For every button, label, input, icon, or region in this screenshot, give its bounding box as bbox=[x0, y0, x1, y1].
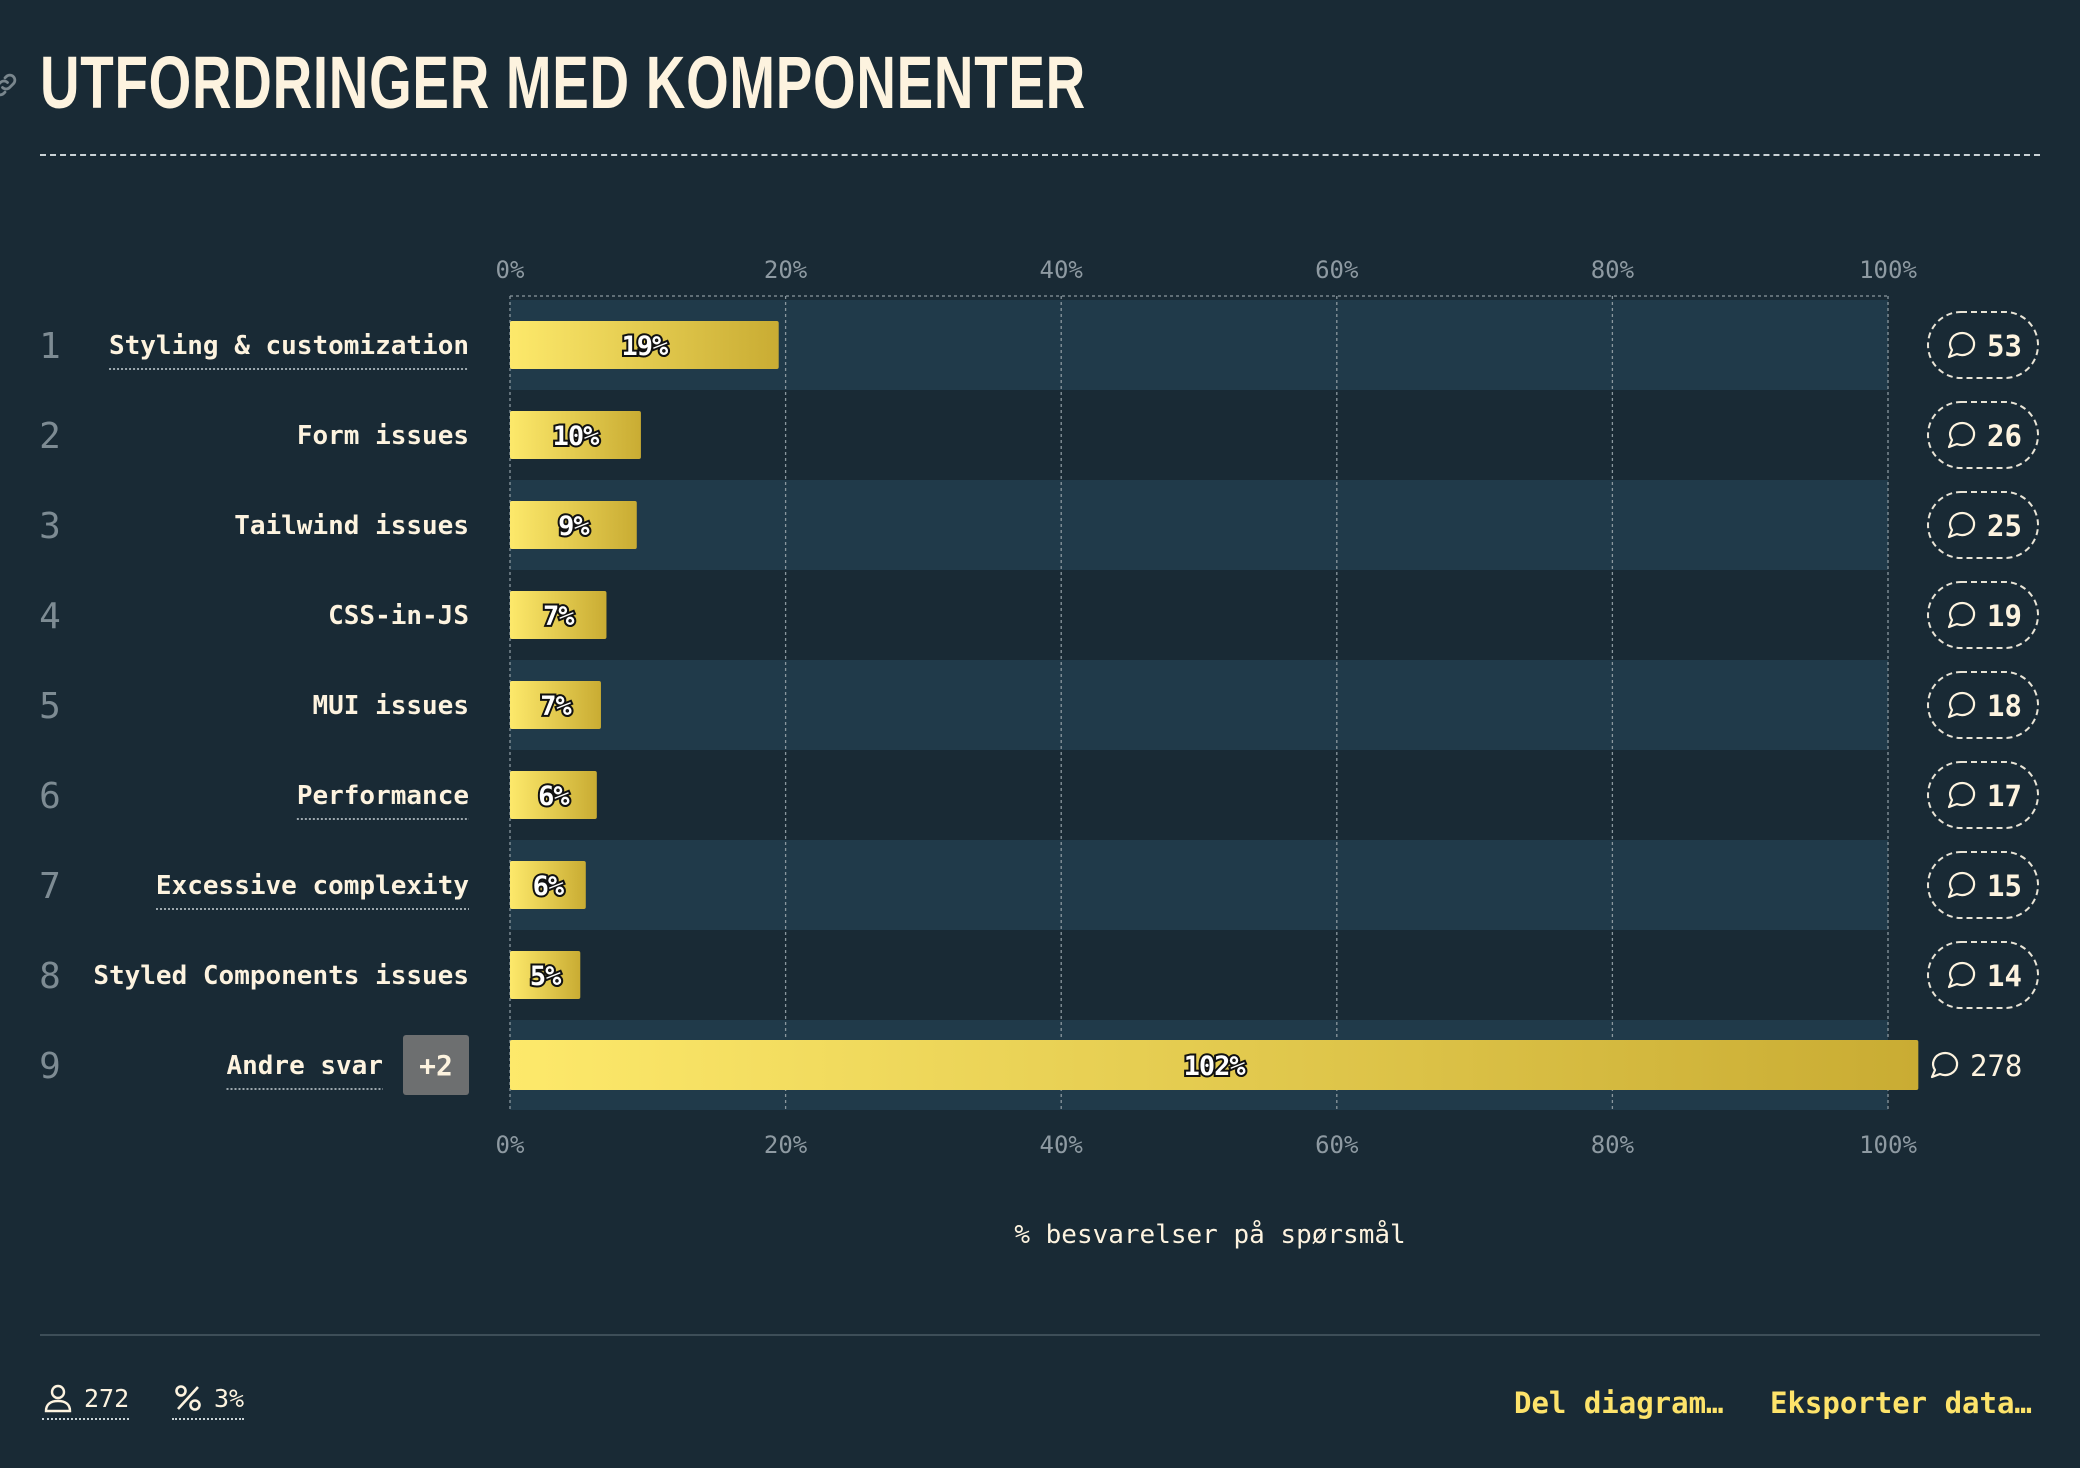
row-label: Styling & customization bbox=[109, 331, 469, 361]
row-label: MUI issues bbox=[312, 691, 469, 721]
row-label: Excessive complexity bbox=[156, 871, 469, 901]
comment-count-pill bbox=[1927, 851, 2039, 919]
comment-icon bbox=[1947, 511, 1976, 539]
respondents-stat[interactable]: 272 bbox=[42, 1382, 130, 1420]
x-tick-label-bottom: 60% bbox=[1315, 1131, 1359, 1159]
bar-value-label: 7% bbox=[543, 601, 575, 632]
row-label: CSS-in-JS bbox=[328, 601, 469, 631]
comment-count: 18 bbox=[1987, 689, 2022, 723]
x-tick-label-top: 60% bbox=[1315, 256, 1359, 284]
comment-count-pill bbox=[1927, 491, 2039, 559]
row-rank: 6 bbox=[39, 776, 61, 817]
comment-count: 15 bbox=[1987, 869, 2022, 903]
bar-value-label: 6% bbox=[538, 781, 570, 812]
row-label: Styled Components issues bbox=[93, 961, 469, 991]
bar-value-label: 10% bbox=[553, 421, 601, 452]
comment-count: 26 bbox=[1987, 419, 2022, 453]
x-tick-label-top: 40% bbox=[1040, 256, 1084, 284]
bar-value-label: 5% bbox=[530, 961, 562, 992]
x-tick-label-bottom: 20% bbox=[764, 1131, 808, 1159]
row-rank: 2 bbox=[39, 416, 61, 457]
x-tick-label-bottom: 40% bbox=[1040, 1131, 1084, 1159]
bar-value-label: 7% bbox=[540, 691, 572, 722]
more-answers-badge bbox=[403, 1035, 469, 1095]
comment-icon bbox=[1930, 1051, 1959, 1079]
row-rank: 3 bbox=[39, 506, 61, 547]
bar bbox=[510, 411, 641, 459]
row-rank: 7 bbox=[39, 866, 61, 907]
row-band bbox=[510, 480, 1888, 570]
x-tick-label-top: 100% bbox=[1859, 256, 1917, 284]
comment-count-pill bbox=[1927, 581, 2039, 649]
bar-value-label: 6% bbox=[533, 871, 565, 902]
bar bbox=[510, 771, 597, 819]
comment-count: 278 bbox=[1970, 1049, 2022, 1083]
row-rank: 8 bbox=[39, 956, 61, 997]
comment-count: 19 bbox=[1987, 599, 2022, 633]
comment-icon bbox=[1947, 961, 1976, 989]
bar-value-label: 102% bbox=[1184, 1051, 1247, 1082]
comment-count: 53 bbox=[1987, 329, 2022, 363]
more-answers-badge-label: +2 bbox=[419, 1049, 453, 1082]
row-band bbox=[510, 660, 1888, 750]
comment-icon bbox=[1947, 331, 1976, 359]
comment-icon bbox=[1947, 781, 1976, 809]
x-tick-label-top: 20% bbox=[764, 256, 808, 284]
user-icon bbox=[44, 1384, 72, 1413]
bar-value-label: 9% bbox=[558, 511, 590, 542]
page-title: UTFORDRINGER MED KOMPONENTER bbox=[40, 41, 1086, 124]
footer-divider bbox=[40, 1334, 2040, 1336]
percentage-value: 3% bbox=[214, 1383, 245, 1413]
row-label: Andre svar bbox=[226, 1051, 383, 1081]
comment-count: 25 bbox=[1987, 509, 2022, 543]
row-label: Performance bbox=[297, 781, 469, 811]
x-tick-label-bottom: 100% bbox=[1859, 1131, 1917, 1159]
x-axis-label: % besvarelser på spørsmål bbox=[1014, 1219, 1405, 1250]
comment-count-pill bbox=[1927, 311, 2039, 379]
share-chart-link[interactable]: Del diagram… bbox=[1514, 1386, 1724, 1420]
bar bbox=[510, 501, 637, 549]
x-tick-label-top: 0% bbox=[496, 256, 525, 284]
row-rank: 4 bbox=[39, 596, 61, 637]
comment-icon bbox=[1947, 601, 1976, 629]
comment-count-pill bbox=[1927, 671, 2039, 739]
comment-count: 17 bbox=[1987, 779, 2022, 813]
respondents-count: 272 bbox=[84, 1383, 130, 1413]
bar bbox=[510, 591, 607, 639]
row-label: Form issues bbox=[297, 421, 469, 451]
comment-icon bbox=[1947, 691, 1976, 719]
comment-count-pill bbox=[1927, 941, 2039, 1009]
comment-count: 14 bbox=[1987, 959, 2022, 993]
row-band bbox=[510, 840, 1888, 930]
comment-icon bbox=[1947, 421, 1976, 449]
title-divider bbox=[40, 154, 2040, 156]
bar bbox=[510, 321, 779, 369]
row-label: Tailwind issues bbox=[234, 511, 469, 541]
bar bbox=[510, 951, 581, 999]
percent-icon bbox=[175, 1385, 201, 1411]
x-tick-label-bottom: 80% bbox=[1591, 1131, 1635, 1159]
x-tick-label-bottom: 0% bbox=[496, 1131, 525, 1159]
export-data-link[interactable]: Eksporter data… bbox=[1770, 1386, 2032, 1420]
row-rank: 9 bbox=[39, 1046, 61, 1087]
row-rank: 5 bbox=[39, 686, 61, 727]
comment-icon bbox=[1947, 871, 1976, 899]
bar-value-label: 19% bbox=[621, 331, 669, 362]
bar-chart: 0% 0% 20% 20% 40% 40% 60% 60% 80% 80% 100% 100% 1 Sty… bbox=[39, 256, 2039, 1250]
percentage-stat[interactable]: 3% bbox=[172, 1382, 245, 1420]
link-icon[interactable] bbox=[0, 70, 20, 100]
comment-count-pill bbox=[1927, 761, 2039, 829]
bar bbox=[510, 861, 586, 909]
bar bbox=[510, 681, 601, 729]
row-rank: 1 bbox=[39, 326, 61, 367]
x-tick-label-top: 80% bbox=[1591, 256, 1635, 284]
bar bbox=[510, 1040, 1919, 1090]
comment-count-pill bbox=[1927, 401, 2039, 469]
